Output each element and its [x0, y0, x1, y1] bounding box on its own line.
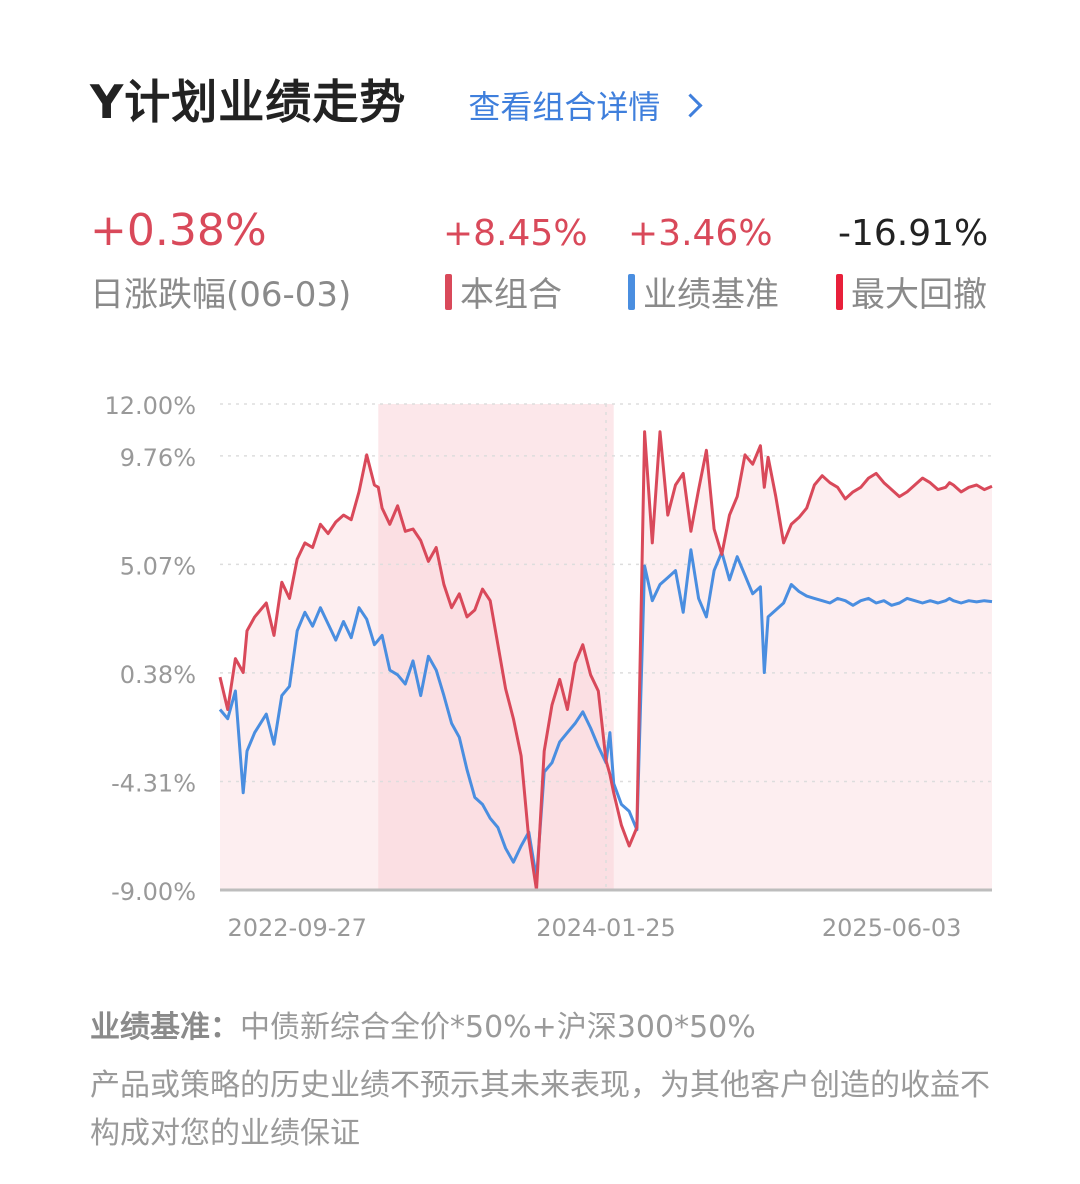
y-tick-label: 12.00% [104, 392, 196, 420]
x-tick-label: 2022-09-27 [227, 914, 366, 942]
y-tick-label: 9.76% [120, 444, 196, 472]
portfolio-legend: 本组合 [445, 267, 562, 316]
chart-header: Y计划业绩走势 查看组合详情 [90, 66, 703, 132]
benchmark-return-value: +3.46% [628, 213, 773, 254]
benchmark-desc-label: 业绩基准： [90, 1010, 240, 1045]
disclaimer-text: 产品或策略的历史业绩不预示其未来表现，为其他客户创造的收益不构成对您的业绩保证 [90, 1068, 990, 1151]
series-line-portfolio [218, 430, 993, 892]
chevron-right-icon[interactable] [678, 92, 703, 118]
y-tick-label: -4.31% [111, 769, 196, 797]
max-drawdown-region [378, 404, 614, 890]
page-title: Y计划业绩走势 [90, 75, 407, 129]
detail-link-label[interactable]: 查看组合详情 [468, 88, 661, 126]
x-tick-label: 2024-01-25 [536, 914, 675, 942]
y-tick-label: 5.07% [120, 552, 196, 580]
portfolio-legend-label: 本组合 [460, 275, 562, 315]
max-drawdown-legend: 最大回撤 [836, 267, 987, 316]
max-drawdown-legend-label: 最大回撤 [851, 275, 987, 315]
benchmark-legend-marker [628, 273, 635, 310]
benchmark-legend-label: 业绩基准 [643, 275, 779, 315]
portfolio-return-value: +8.45% [443, 213, 588, 254]
max-drawdown-value: -16.91% [838, 213, 989, 254]
x-tick-label: 2025-06-03 [822, 914, 961, 942]
performance-chart[interactable]: 12.00% 9.76% 5.07% 0.38% -4.31% -9.00% 2022-09… [0, 380, 1080, 960]
y-tick-label: -9.00% [111, 878, 196, 906]
portfolio-legend-marker [445, 273, 452, 310]
benchmark-desc-text: 中债新综合全价*50%+沪深300*50% [240, 1010, 756, 1045]
max-drawdown-legend-marker [836, 273, 843, 310]
stats-summary: +0.38% 日涨跌幅(06-03) +8.45% 本组合 +3.46% 业绩基… [90, 205, 995, 315]
benchmark-description: 业绩基准：中债新综合全价*50%+沪深300*50% [90, 1002, 756, 1046]
daily-change-label: 日涨跌幅(06-03) [90, 275, 352, 315]
y-tick-label: 0.38% [120, 661, 196, 689]
benchmark-legend: 业绩基准 [628, 267, 779, 316]
view-portfolio-detail-link[interactable]: 查看组合详情 [468, 82, 703, 128]
series-line-benchmark [218, 548, 993, 880]
daily-change-value: +0.38% [90, 205, 267, 256]
